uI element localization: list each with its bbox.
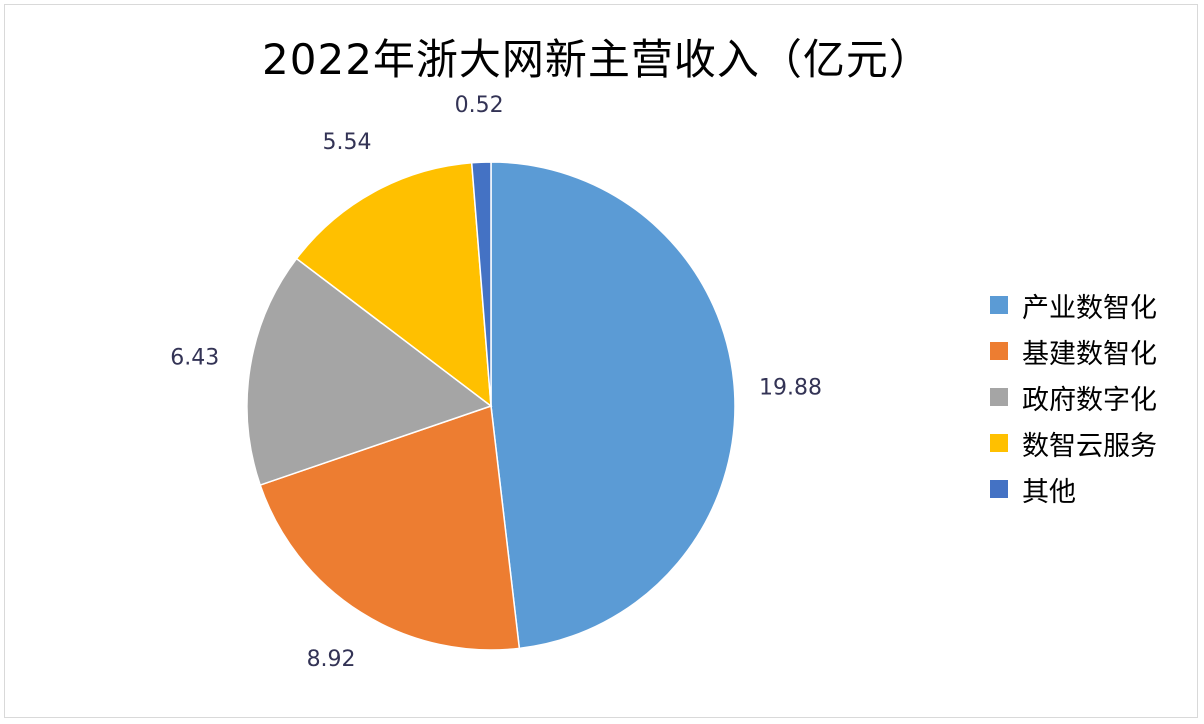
data-label-3: 6.43 (170, 345, 219, 370)
data-label-5: 0.52 (455, 93, 504, 118)
data-label-4: 5.54 (323, 130, 372, 155)
data-label-1: 19.88 (759, 376, 822, 401)
legend-label: 数智云服务 (1022, 430, 1157, 462)
pie-data-labels: 19.88 8.92 6.43 5.54 0.52 (170, 93, 822, 672)
legend-item-3: 政府数字化 (990, 374, 1157, 420)
legend-label: 基建数智化 (1022, 338, 1157, 370)
legend-label: 其他 (1022, 476, 1076, 508)
legend-label: 产业数智化 (1022, 292, 1157, 324)
legend-swatch (990, 342, 1008, 360)
legend-label: 政府数字化 (1022, 384, 1157, 416)
legend-item-1: 产业数智化 (990, 282, 1157, 328)
legend-item-2: 基建数智化 (990, 328, 1157, 374)
legend-swatch (990, 434, 1008, 452)
legend-swatch (990, 480, 1008, 498)
pie-slice-3 (246, 257, 493, 486)
legend-item-4: 数智云服务 (990, 420, 1157, 466)
legend: 产业数智化基建数智化政府数字化数智云服务其他 (990, 282, 1157, 512)
legend-item-5: 其他 (990, 466, 1157, 512)
pie-slice-5 (470, 161, 492, 407)
chart-title: 2022年浙大网新主营收入（亿元） (262, 35, 932, 84)
legend-swatch (990, 296, 1008, 314)
pie-slices (246, 161, 736, 651)
pie-slice-4 (295, 161, 492, 408)
pie-slice-2 (259, 404, 521, 651)
data-label-2: 8.92 (307, 647, 356, 672)
legend-swatch (990, 388, 1008, 406)
pie-slice-1 (490, 161, 736, 650)
